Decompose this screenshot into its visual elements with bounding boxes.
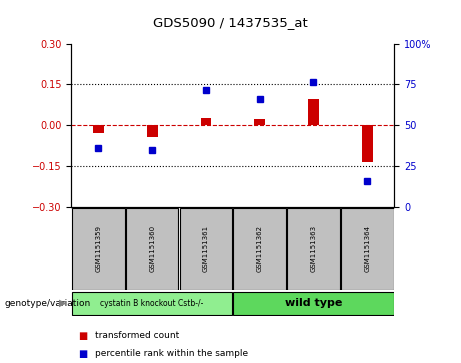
Text: GSM1151363: GSM1151363 [310,225,317,272]
Bar [126,208,178,290]
Text: ■: ■ [78,349,88,359]
Text: GSM1151364: GSM1151364 [364,225,370,272]
Text: GSM1151360: GSM1151360 [149,225,155,272]
Text: cystatin B knockout Cstb-/-: cystatin B knockout Cstb-/- [100,299,204,307]
Bar [287,208,340,290]
Text: ▶: ▶ [59,298,67,308]
Text: GSM1151362: GSM1151362 [257,225,263,272]
Bar [147,125,158,138]
Text: genotype/variation: genotype/variation [5,299,91,307]
Text: ■: ■ [78,331,88,341]
Bar [341,208,394,290]
Bar [362,125,372,162]
Bar [233,292,394,314]
Bar [72,292,232,314]
Text: percentile rank within the sample: percentile rank within the sample [95,350,248,358]
Text: GDS5090 / 1437535_at: GDS5090 / 1437535_at [153,16,308,29]
Text: GSM1151361: GSM1151361 [203,225,209,272]
Bar [179,208,232,290]
Bar [254,119,265,125]
Bar [93,125,104,132]
Text: GSM1151359: GSM1151359 [95,225,101,272]
Bar [233,208,286,290]
Bar [308,99,319,125]
Text: transformed count: transformed count [95,331,179,340]
Bar [72,208,124,290]
Text: wild type: wild type [285,298,342,308]
Bar [201,118,211,125]
